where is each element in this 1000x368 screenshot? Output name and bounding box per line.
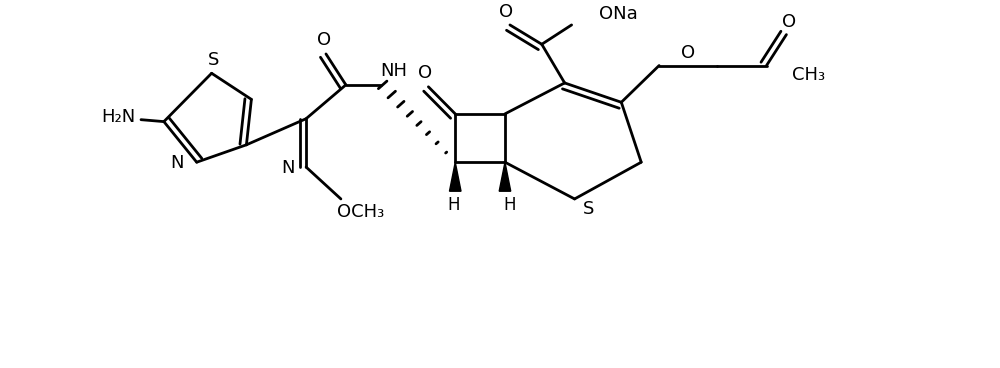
Text: H: H bbox=[504, 196, 516, 214]
Text: ONa: ONa bbox=[599, 5, 638, 23]
Text: CH₃: CH₃ bbox=[792, 66, 825, 84]
Text: N: N bbox=[170, 154, 184, 172]
Text: NH: NH bbox=[380, 62, 407, 80]
Text: N: N bbox=[282, 159, 295, 177]
Text: H₂N: H₂N bbox=[101, 108, 135, 126]
Polygon shape bbox=[499, 162, 511, 191]
Text: O: O bbox=[317, 31, 331, 49]
Text: O: O bbox=[418, 64, 432, 82]
Text: O: O bbox=[681, 44, 695, 62]
Text: S: S bbox=[208, 51, 219, 69]
Polygon shape bbox=[449, 162, 461, 191]
Text: S: S bbox=[583, 199, 594, 217]
Text: O: O bbox=[499, 3, 513, 21]
Text: H: H bbox=[447, 196, 460, 214]
Text: OCH₃: OCH₃ bbox=[337, 204, 384, 222]
Text: O: O bbox=[782, 13, 796, 31]
